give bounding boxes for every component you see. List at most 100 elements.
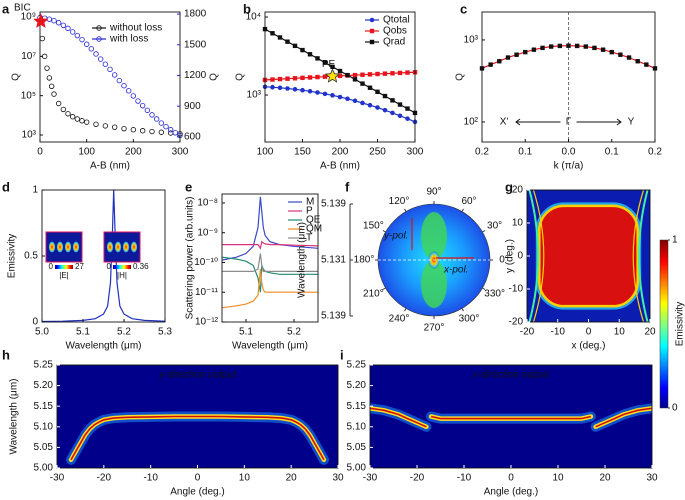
legend-label: Qtotal [383,15,410,26]
y-tick-label: 10⁻⁸ [197,198,218,209]
point [74,32,81,39]
point [600,47,606,52]
y-tick-label: 5.05 [347,442,367,453]
legend-label: with loss [109,34,148,45]
point [397,102,403,107]
angle-tick [404,208,407,212]
point [172,130,179,136]
y-tick-label: -20 [509,317,524,328]
point [307,75,313,80]
point [523,49,528,55]
point [270,31,275,36]
point [93,51,99,57]
point [144,107,151,113]
angle-tick-label: 60° [461,196,476,207]
point [48,83,55,89]
x-tick-label: 30 [646,473,658,484]
point [277,85,283,91]
map-curve [528,190,540,322]
y-tick-label: 10³ [22,130,37,141]
point [79,118,85,124]
x-tick-label: 5.3 [158,327,172,338]
band-line [370,407,427,428]
point [330,93,335,98]
x-tick-label: -10 [143,473,158,484]
inset-label: |H| [117,271,127,280]
annotation: Γ [566,117,572,128]
angle-tick-label: 120° [389,196,410,207]
legend-label: T [306,233,312,244]
x-axis-label: Angle (deg.) [170,487,224,498]
angle-tick [461,308,464,312]
y-tick-label: 5.10 [347,421,367,432]
angle-tick [382,287,386,290]
x-axis-label: Wavelength (μm) [232,341,308,352]
plot-frame [221,193,319,323]
angle-tick-label: 270° [424,323,445,334]
point [367,72,373,77]
x-axis-label: Wavelength (μm) [66,341,142,352]
angle-tick-label: 300° [459,314,480,325]
angle-tick [404,308,407,312]
point [83,41,90,47]
x-tick-label: 0.2 [475,147,489,158]
point [60,106,67,113]
y-axis-label: Q [235,73,246,81]
x-tick-label: 30 [332,473,344,484]
inset-spot [72,241,80,253]
point [153,116,160,122]
inset-range-label: 0 [107,262,112,271]
x-axis-label: k (π/a) [554,161,584,172]
point [360,81,365,86]
point [139,102,146,109]
x-tick-label: 150 [294,147,311,158]
x-tick-label: 0 [586,327,592,338]
point [352,77,358,82]
point [375,71,380,77]
point [74,116,81,122]
point [505,55,511,60]
legend-label: M [306,197,314,208]
point [116,77,123,84]
x-tick-label: 5.1 [76,327,90,338]
y-tick-label: 0 [517,251,523,262]
point [375,105,380,110]
y-tick-label: 10⁻¹¹ [195,287,219,298]
point [158,129,165,135]
point [405,116,410,121]
point [107,66,113,73]
point [322,91,328,97]
point [60,22,67,29]
point [540,45,545,51]
point [382,71,388,76]
x-tick-label: 0.0 [562,147,576,158]
annotation: x-direction output [472,370,551,381]
panel-letter: c [460,1,467,16]
x-tick-label: 300 [407,147,424,158]
x-tick-label: 5.2 [287,327,301,338]
y-axis-label: Q [455,73,466,81]
y-axis-label: Emissivity [7,234,18,278]
point [285,86,290,91]
point [292,76,298,81]
y-axis-label: Wavelength (μm) [297,222,308,298]
point [644,62,649,67]
point [69,29,76,35]
annotation: Y [628,117,635,128]
x-tick-label: 100 [257,147,274,158]
band-line [430,415,592,420]
inset-label: |E| [59,271,69,280]
x-tick-label: 5.2 [117,327,131,338]
point [382,93,388,99]
series-line [222,240,318,250]
x-tick-label: -20 [410,473,425,484]
angle-tick-label: 240° [389,314,410,325]
panel-letter: i [340,347,344,362]
y2-tick-label: 1500 [184,39,207,50]
inset-colorbar [55,265,73,269]
wavelength-label: 5.139 [321,199,346,210]
point [315,74,320,80]
y-tick-label: 5.00 [34,463,54,474]
angle-tick [482,230,486,233]
